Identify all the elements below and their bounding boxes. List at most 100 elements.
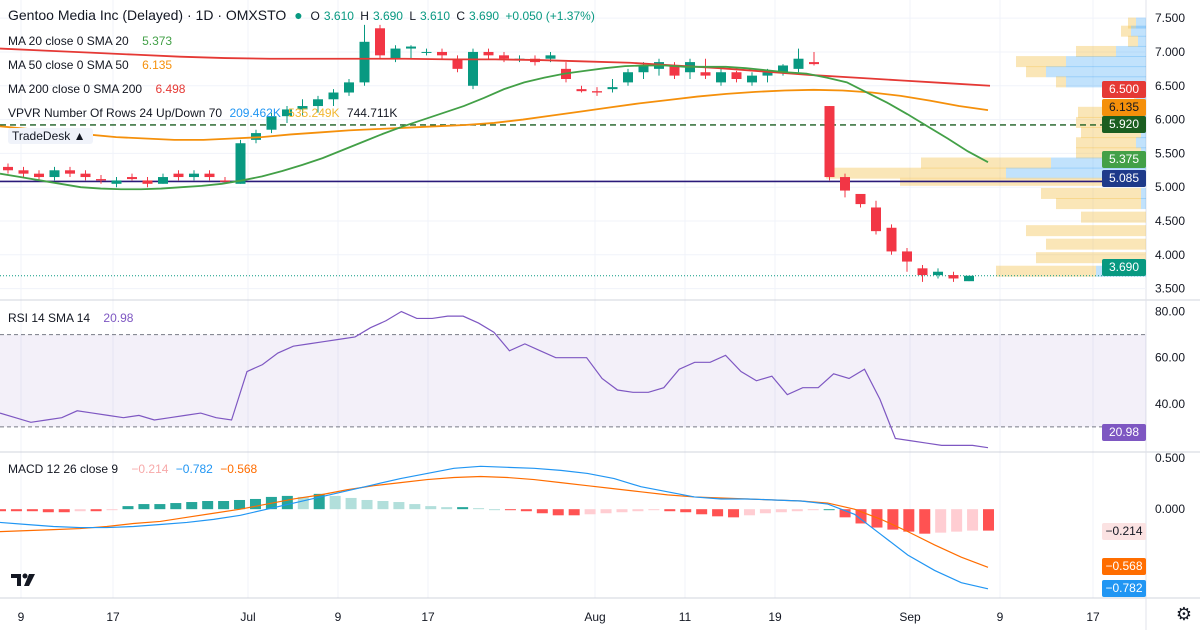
y-tick-label: 7.500: [1155, 11, 1185, 25]
rsi-legend[interactable]: RSI 14 SMA 14 20.98: [8, 310, 137, 326]
macd-hist-bar: [919, 509, 931, 534]
macd-legend[interactable]: MACD 12 26 close 9 −0.214 −0.782 −0.568: [8, 461, 261, 477]
y-tick-label: 7.000: [1155, 45, 1185, 59]
ma50-legend[interactable]: MA 50 close 0 SMA 50 6.135: [8, 57, 176, 73]
macd-hist-bar: [106, 509, 118, 511]
macd-hist-bar: [202, 501, 214, 510]
macd-hist-bar: [218, 501, 230, 510]
vpvr-up: 209.462K: [229, 106, 281, 120]
macd-line: [0, 465, 989, 590]
x-tick-label: 17: [106, 610, 120, 624]
y-tick-label: 6.000: [1155, 113, 1185, 127]
candle-body: [173, 173, 184, 178]
hline-price-label: 5.085: [1102, 170, 1146, 187]
candle-body: [824, 106, 835, 178]
ma200-legend[interactable]: MA 200 close 0 SMA 200 6.498: [8, 81, 189, 97]
macd-signal-price-text: −0.568: [1105, 559, 1143, 573]
x-tick-label: 19: [768, 610, 782, 624]
ma20-legend[interactable]: MA 20 close 0 SMA 20 5.373: [8, 33, 176, 49]
candle-body: [158, 177, 168, 184]
macd-hist-bar: [584, 509, 596, 515]
candle-body: [344, 82, 354, 93]
ma20-label: MA 20 close 0 SMA 20: [8, 34, 129, 48]
macd-hist-bar: [234, 499, 246, 510]
macd-hist-bar: [377, 501, 389, 510]
candle-body: [437, 51, 447, 56]
candle-body: [421, 51, 432, 53]
macd-signal-price-label: −0.568: [1102, 558, 1146, 575]
candle-body: [855, 193, 866, 205]
candle-body: [964, 275, 974, 282]
rsi-tick-label: 40.00: [1155, 397, 1185, 411]
candle-body: [669, 65, 680, 76]
watermark: TradeDesk ▲: [8, 128, 94, 144]
macd-value: −0.782: [175, 462, 213, 476]
last-price-label: 3.690: [1102, 259, 1146, 276]
rsi-label: RSI 14 SMA 14: [8, 311, 91, 325]
dashed-price-label: 5.920: [1102, 116, 1146, 133]
change-value: +0.050 (+1.37%): [505, 9, 595, 23]
macd-hist-bar: [823, 509, 835, 511]
watermark-text: TradeDesk ▲: [12, 129, 86, 143]
candle-body: [127, 177, 137, 180]
candle-body: [809, 62, 819, 65]
gear-icon[interactable]: ⚙: [1175, 604, 1192, 624]
macd-hist-bar: [170, 503, 182, 510]
ma200-value: 6.498: [155, 82, 186, 96]
candle-body: [235, 143, 246, 184]
candle-body: [483, 51, 494, 56]
vpvr-down-bar: [1026, 225, 1146, 237]
high-value: 3.690: [372, 9, 403, 23]
rsi-line: [0, 310, 989, 449]
x-tick-label: Jul: [240, 610, 255, 624]
rsi-tick-label: 60.00: [1155, 351, 1185, 365]
x-tick-label: 17: [421, 610, 435, 624]
open-value: 3.610: [323, 9, 354, 23]
dashed-price-text: 5.920: [1108, 117, 1140, 131]
candle-body: [762, 72, 773, 76]
macd-hist-bar: [361, 499, 373, 510]
x-tick-label: 9: [997, 610, 1004, 624]
candle-body: [638, 65, 649, 73]
high-label: H: [360, 9, 369, 23]
candle-body: [933, 271, 943, 276]
candle-body: [390, 48, 401, 59]
macd-hist-bar: [138, 504, 150, 510]
vpvr-up-bar: [1141, 187, 1146, 199]
candle-body: [111, 180, 122, 184]
vpvr-up-bar: [1141, 198, 1146, 210]
macd-tick-label: 0.500: [1155, 451, 1185, 465]
y-tick-label: 6.500: [1155, 79, 1185, 93]
candle-body: [96, 179, 106, 181]
vpvr-up-bar: [1136, 17, 1146, 29]
macd-hist-bar: [632, 509, 644, 512]
macd-hist-bar: [935, 509, 947, 533]
vpvr-down-bar: [1128, 35, 1138, 47]
macd-hist-bar: [409, 504, 421, 510]
candle-body: [917, 268, 928, 276]
macd-hist-bar: [313, 493, 325, 510]
vpvr-total: 744.711K: [346, 106, 398, 120]
macd-hist-bar: [249, 498, 261, 510]
x-tick-label: Aug: [584, 610, 605, 624]
macd-hist-bar: [345, 497, 357, 510]
title-legend: Gentoo Media Inc (Delayed) · 1D · OMXSTO…: [8, 7, 603, 24]
candle-body: [251, 133, 261, 140]
rsi-price-label: 20.98: [1102, 424, 1146, 441]
vpvr-down-bar: [1056, 198, 1141, 210]
vpvr-down-bar: [826, 167, 1006, 179]
candle-body: [406, 46, 416, 49]
low-value: 3.610: [420, 9, 451, 23]
vpvr-legend[interactable]: VPVR Number Of Rows 24 Up/Down 70 209.46…: [8, 105, 401, 121]
ma50-value: 6.135: [142, 58, 173, 72]
open-label: O: [310, 9, 320, 23]
vpvr-label: VPVR Number Of Rows 24 Up/Down 70: [8, 106, 223, 120]
rsi-value: 20.98: [103, 311, 134, 325]
y-tick-label: 3.500: [1155, 282, 1185, 296]
macd-signal-line: [0, 475, 989, 568]
macd-price-text: −0.782: [1105, 581, 1143, 595]
logo-icon[interactable]: [9, 568, 39, 590]
close-value: 3.690: [469, 9, 500, 23]
macd-hist-bar: [281, 495, 293, 510]
